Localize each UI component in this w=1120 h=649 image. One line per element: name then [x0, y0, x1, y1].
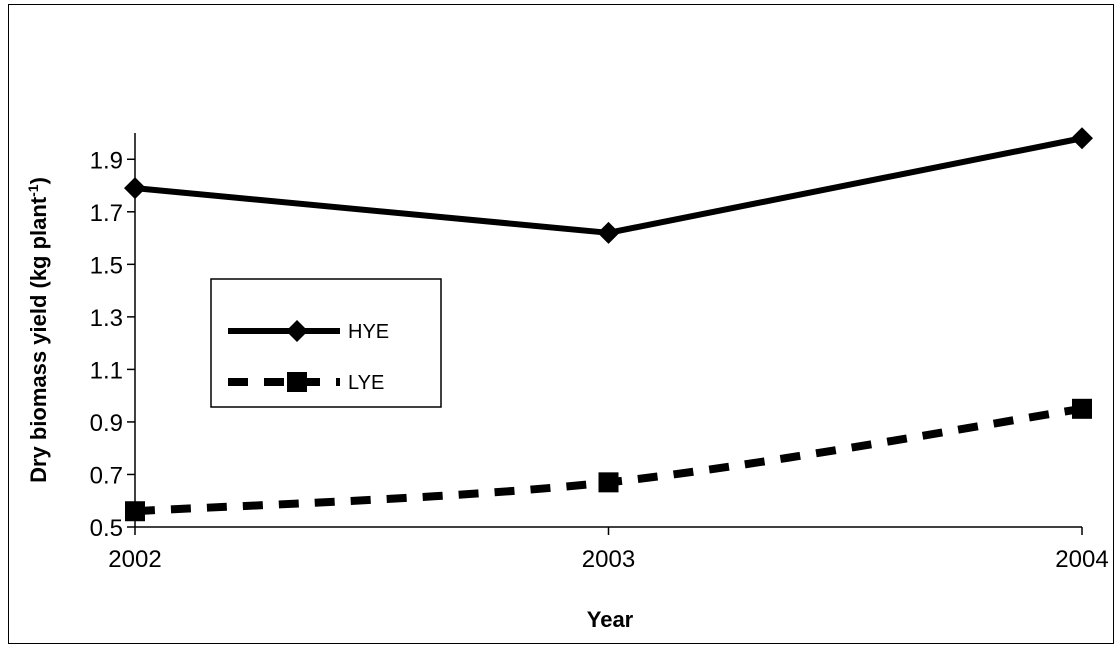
x-tick-label: 2002 — [108, 546, 161, 573]
data-point-lye — [1072, 398, 1092, 419]
axes: 0.5 0.7 0.9 1.1 1.3 1.5 1.7 1.9 2002 2003 2004 — [90, 133, 1109, 573]
series-layer — [124, 127, 1093, 522]
x-tick-label: 2004 — [1055, 546, 1108, 573]
y-tick-label: 1.7 — [90, 200, 123, 227]
y-tick-label: 1.3 — [90, 305, 123, 332]
data-point-lye — [125, 501, 145, 522]
legend-marker-hye — [286, 320, 308, 342]
y-axis-title-main: Dry biomass yield (kg plant — [26, 196, 51, 483]
x-tick-label: 2003 — [582, 546, 635, 573]
series-line-lye — [134, 404, 1083, 516]
legend-label-lye: LYE — [348, 372, 384, 394]
data-point-hye — [1071, 127, 1093, 150]
legend: HYE LYE — [210, 278, 442, 408]
y-tick-label: 0.5 — [90, 515, 123, 542]
y-tick-label: 1.9 — [90, 147, 123, 174]
series-line-hye — [134, 135, 1083, 236]
y-axis-title: Dry biomass yield (kg plant-1) — [25, 177, 51, 483]
legend-label-hye: HYE — [348, 321, 389, 343]
data-point-hye — [597, 221, 620, 244]
y-tick-label: 0.9 — [90, 410, 123, 437]
data-point-hye — [124, 177, 146, 200]
y-tick-label: 1.5 — [90, 252, 123, 279]
y-axis-title-suffix: ) — [26, 177, 51, 184]
y-axis-title-superscript: -1 — [25, 184, 41, 197]
chart-frame — [8, 4, 1114, 644]
data-point-lye — [598, 472, 619, 493]
legend-marker-lye — [287, 372, 307, 392]
y-tick-label: 1.1 — [90, 357, 123, 384]
y-tick-label: 0.7 — [90, 462, 123, 489]
x-axis-title: Year — [587, 607, 634, 632]
legend-box — [210, 278, 442, 408]
